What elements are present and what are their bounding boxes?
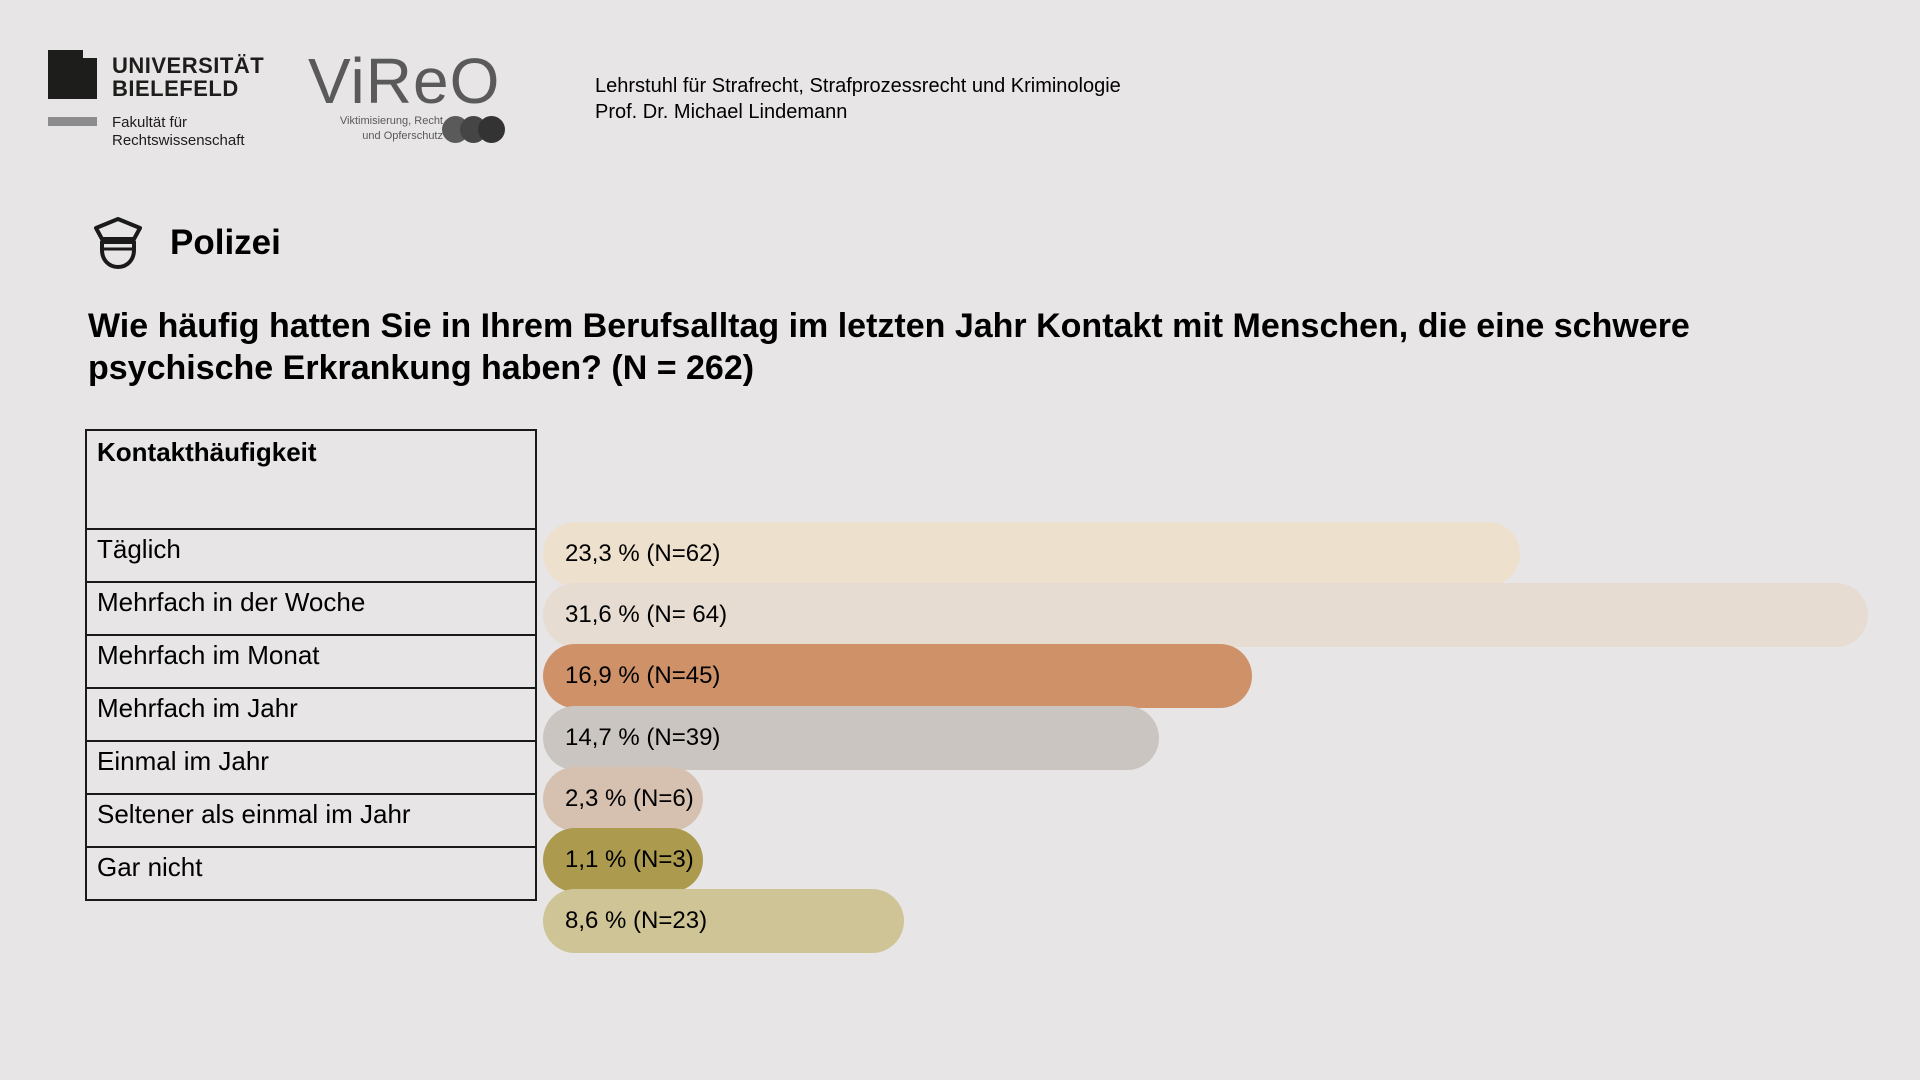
university-logo-bar [48, 117, 97, 126]
section-heading: Polizei [90, 215, 281, 271]
chair-name: Lehrstuhl für Strafrecht, Strafprozessre… [595, 75, 1121, 97]
data-label: 8,6 % (N=23) [565, 907, 708, 935]
vireo-subtitle: Viktimisierung, Recht und Opferschutz [318, 114, 443, 144]
table-row: Mehrfach in der Woche [85, 581, 537, 636]
table-row: Mehrfach im Jahr [85, 687, 537, 742]
bar [543, 889, 904, 954]
chair-info: Lehrstuhl für Strafrecht, Strafprozessre… [595, 73, 1121, 125]
bar [543, 522, 1520, 586]
university-logo-mark [48, 50, 97, 99]
data-label: 23,3 % (N=62) [565, 540, 721, 567]
vireo-dot-3 [478, 116, 505, 143]
bar [543, 644, 1252, 709]
faculty-name-line2: Rechtswissenschaft [112, 132, 245, 149]
university-name-line2: BIELEFELD [112, 76, 239, 101]
vireo-subtitle-line1: Viktimisierung, Recht [339, 115, 443, 127]
vireo-logo: ViReO Viktimisierung, Recht und Opfersch… [308, 46, 518, 146]
data-label: 31,6 % (N= 64) [565, 601, 728, 629]
category-table: Kontakthäufigkeit Täglich Mehrfach in der… [85, 429, 537, 901]
data-label: 1,1 % (N=3) [565, 846, 694, 873]
column-header: Kontakthäufigkeit [85, 429, 537, 530]
data-label: 2,3 % (N=6) [565, 784, 694, 812]
university-name-line1: UNIVERSITÄT [112, 53, 265, 78]
survey-question: Wie häufig hatten Sie in Ihrem Berufsall… [88, 307, 1690, 387]
category-label: Mehrfach in der Woche [85, 581, 537, 636]
section-title: Polizei [170, 223, 281, 262]
data-label: 16,9 % (N=45) [565, 662, 721, 690]
bar [543, 705, 1160, 770]
table-row: Mehrfach im Monat [85, 634, 537, 689]
faculty-name-line1: Fakultät für [112, 114, 188, 131]
category-label: Mehrfach im Monat [85, 634, 537, 689]
table-row: Seltener als einmal im Jahr [85, 793, 537, 848]
vireo-wordmark: ViReO [308, 45, 501, 117]
professor-name: Prof. Dr. Michael Lindemann [595, 101, 848, 123]
university-name: UNIVERSITÄT BIELEFELD [112, 54, 264, 100]
bar [543, 583, 1868, 648]
bar [543, 828, 703, 892]
faculty-name: Fakultät für Rechtswissenschaft [112, 114, 245, 150]
category-label: Täglich [85, 528, 537, 583]
table-row: Täglich [85, 528, 537, 583]
table-header-row: Kontakthäufigkeit [85, 429, 537, 530]
category-label: Seltener als einmal im Jahr [85, 793, 537, 848]
bar [543, 766, 703, 831]
university-logo: UNIVERSITÄT BIELEFELD Fakultät für Recht… [48, 50, 268, 150]
category-label: Mehrfach im Jahr [85, 687, 537, 742]
vireo-subtitle-line2: und Opferschutz [362, 130, 443, 142]
table-row: Gar nicht [85, 846, 537, 901]
category-label: Einmal im Jahr [85, 740, 537, 795]
table-row: Einmal im Jahr [85, 740, 537, 795]
category-label: Gar nicht [85, 846, 537, 901]
police-cap-icon [94, 217, 142, 269]
data-label: 14,7 % (N=39) [565, 723, 721, 751]
